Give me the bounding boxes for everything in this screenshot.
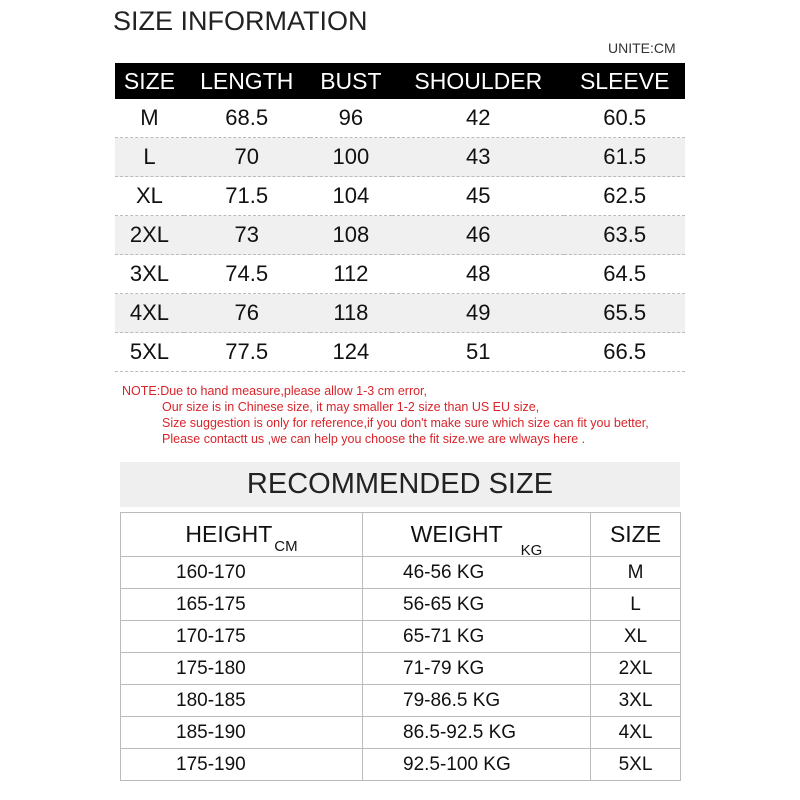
header-label: HEIGHT [185, 521, 273, 547]
table-cell: 175-190 [120, 748, 363, 781]
column-header: SIZE [115, 63, 184, 99]
size-table: SIZE LENGTH BUST SHOULDER SLEEVE M 68.5 96 42 60… [115, 63, 685, 372]
table-cell: 51 [392, 332, 565, 372]
table-row: 175-190 92.5-100 KG 5XL [120, 748, 681, 781]
table-cell: 2XL [590, 652, 681, 685]
table-cell: 60.5 [564, 99, 685, 138]
note-label: NOTE: [122, 384, 161, 398]
table-cell: 175-180 [120, 652, 363, 685]
table-cell: XL [115, 176, 184, 216]
table-row: 180-185 79-86.5 KG 3XL [120, 684, 681, 717]
table-cell: 73 [183, 215, 310, 255]
size-table-header: SIZE LENGTH BUST SHOULDER SLEEVE [115, 63, 685, 99]
table-row: 170-175 65-71 KG XL [120, 620, 681, 653]
table-cell: 46-56 KG [362, 556, 591, 589]
table-cell: 96 [309, 99, 393, 138]
unit-label: UNITE:CM [608, 40, 676, 56]
table-cell: 63.5 [564, 215, 685, 255]
table-cell: 170-175 [120, 620, 363, 653]
table-cell: 45 [392, 176, 565, 216]
table-cell: 2XL [115, 215, 184, 255]
table-cell: 4XL [115, 293, 184, 333]
table-cell: 64.5 [564, 254, 685, 294]
column-header: SIZE [590, 512, 681, 557]
table-cell: 165-175 [120, 588, 363, 621]
table-cell: 86.5-92.5 KG [362, 716, 591, 749]
table-cell: 180-185 [120, 684, 363, 717]
table-row: 175-180 71-79 KG 2XL [120, 652, 681, 685]
table-cell: 62.5 [564, 176, 685, 216]
table-row: L 70 100 43 61.5 [115, 137, 685, 177]
table-row: 160-170 46-56 KG M [120, 556, 681, 589]
header-unit: KG [520, 542, 543, 559]
column-header: BUST [309, 63, 393, 99]
table-cell: 49 [392, 293, 565, 333]
table-cell: 5XL [590, 748, 681, 781]
page-title: SIZE INFORMATION [113, 6, 368, 36]
column-header: SHOULDER [392, 63, 565, 99]
note-line: Please contactt us ,we can help you choo… [162, 432, 586, 446]
table-cell: 70 [183, 137, 310, 177]
table-cell: 4XL [590, 716, 681, 749]
table-cell: 160-170 [120, 556, 363, 589]
table-cell: M [590, 556, 681, 589]
table-cell: L [590, 588, 681, 621]
table-row: 4XL 76 118 49 65.5 [115, 293, 685, 333]
table-cell: 71.5 [183, 176, 310, 216]
table-row: 2XL 73 108 46 63.5 [115, 215, 685, 255]
table-cell: XL [590, 620, 681, 653]
table-cell: 74.5 [183, 254, 310, 294]
note-line: Our size is in Chinese size, it may smal… [162, 400, 540, 414]
header-label: WEIGHT [410, 521, 503, 547]
header-unit: CM [274, 538, 298, 555]
table-cell: 100 [309, 137, 393, 177]
table-cell: 108 [309, 215, 393, 255]
table-cell: 104 [309, 176, 393, 216]
table-cell: 65.5 [564, 293, 685, 333]
table-cell: 112 [309, 254, 393, 294]
table-cell: 43 [392, 137, 565, 177]
table-row: 5XL 77.5 124 51 66.5 [115, 332, 685, 372]
table-cell: 124 [309, 332, 393, 372]
table-cell: 56-65 KG [362, 588, 591, 621]
table-cell: 71-79 KG [362, 652, 591, 685]
note: NOTE:Due to hand measure,please allow 1-… [122, 383, 649, 447]
table-cell: 77.5 [183, 332, 310, 372]
note-line: Size suggestion is only for reference,if… [162, 416, 649, 430]
column-header: HEIGHT CM [120, 512, 363, 557]
table-cell: 92.5-100 KG [362, 748, 591, 781]
table-cell: L [115, 137, 184, 177]
recommended-size-title: RECOMMENDED SIZE [120, 462, 680, 507]
column-header: SLEEVE [564, 63, 685, 99]
note-line: Due to hand measure,please allow 1-3 cm … [160, 384, 428, 398]
table-cell: 42 [392, 99, 565, 138]
table-cell: 185-190 [120, 716, 363, 749]
table-cell: M [115, 99, 184, 138]
table-cell: 68.5 [183, 99, 310, 138]
table-row: 185-190 86.5-92.5 KG 4XL [120, 716, 681, 749]
table-cell: 5XL [115, 332, 184, 372]
recommended-table-header: HEIGHT CM WEIGHT KG SIZE [120, 512, 681, 559]
table-cell: 76 [183, 293, 310, 333]
table-cell: 118 [309, 293, 393, 333]
column-header: LENGTH [183, 63, 310, 99]
table-cell: 3XL [590, 684, 681, 717]
column-header: WEIGHT KG [362, 512, 591, 559]
table-cell: 48 [392, 254, 565, 294]
table-cell: 65-71 KG [362, 620, 591, 653]
table-row: 3XL 74.5 112 48 64.5 [115, 254, 685, 294]
table-cell: 79-86.5 KG [362, 684, 591, 717]
table-cell: 61.5 [564, 137, 685, 177]
table-cell: 66.5 [564, 332, 685, 372]
header-label: SIZE [609, 521, 662, 547]
table-cell: 3XL [115, 254, 184, 294]
table-row: XL 71.5 104 45 62.5 [115, 176, 685, 216]
table-row: 165-175 56-65 KG L [120, 588, 681, 621]
table-cell: 46 [392, 215, 565, 255]
table-row: M 68.5 96 42 60.5 [115, 99, 685, 138]
recommended-size-table: HEIGHT CM WEIGHTKG SIZE 160-170 46-56 KG M 165… [120, 512, 681, 781]
